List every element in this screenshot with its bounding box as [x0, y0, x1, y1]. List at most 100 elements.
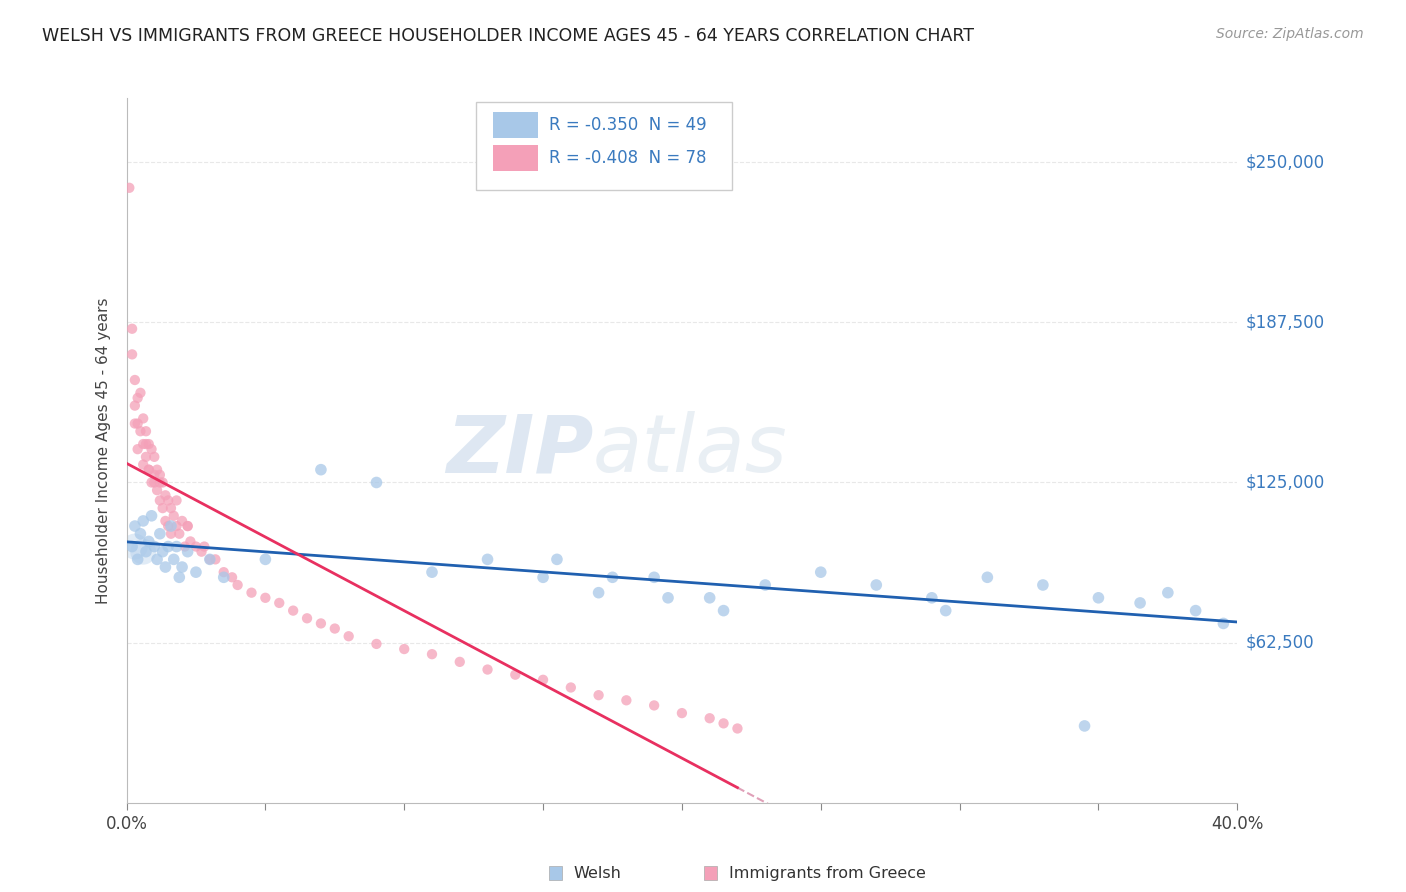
Point [157, 519, 180, 533]
FancyBboxPatch shape [548, 866, 562, 880]
Text: ZIP: ZIP [446, 411, 593, 490]
Point [420, 565, 443, 579]
Point [124, 373, 146, 387]
Point [190, 544, 212, 558]
Point [198, 552, 221, 566]
Point [149, 493, 172, 508]
Point [157, 493, 180, 508]
Point [135, 450, 157, 464]
Point [1073, 719, 1095, 733]
Point [588, 585, 610, 599]
Point [240, 585, 263, 599]
Point [135, 544, 157, 558]
Point [323, 622, 346, 636]
Point [295, 611, 318, 625]
Point [143, 450, 166, 464]
Point [713, 604, 735, 618]
Text: $187,500: $187,500 [1246, 313, 1324, 331]
Point [121, 322, 143, 336]
Point [132, 544, 155, 558]
Point [643, 698, 665, 713]
Text: R = -0.408  N = 78: R = -0.408 N = 78 [548, 149, 706, 167]
Point [152, 475, 174, 490]
Point [127, 442, 149, 457]
Point [976, 570, 998, 584]
Point [149, 475, 172, 490]
Point [124, 519, 146, 533]
Point [366, 637, 388, 651]
Point [143, 475, 166, 490]
Point [135, 424, 157, 438]
Point [132, 514, 155, 528]
Point [184, 540, 207, 554]
Point [160, 526, 183, 541]
Point [546, 552, 568, 566]
Point [531, 570, 554, 584]
Point [141, 442, 163, 457]
Point [138, 463, 160, 477]
Point [124, 399, 146, 413]
Point [602, 570, 624, 584]
Point [503, 667, 526, 681]
Point [172, 514, 194, 528]
Point [935, 604, 957, 618]
Point [132, 437, 155, 451]
Point [309, 616, 332, 631]
Point [1157, 585, 1180, 599]
Point [254, 552, 277, 566]
Text: Immigrants from Greece: Immigrants from Greece [728, 866, 925, 880]
Point [477, 663, 499, 677]
Point [166, 540, 188, 554]
FancyBboxPatch shape [704, 866, 717, 880]
Point [149, 467, 172, 482]
Point [657, 591, 679, 605]
Point [169, 570, 191, 584]
Text: atlas: atlas [593, 411, 787, 490]
Point [588, 688, 610, 702]
Point [810, 565, 832, 579]
Point [141, 508, 163, 523]
Point [160, 519, 183, 533]
Point [1212, 616, 1234, 631]
Point [127, 552, 149, 566]
Y-axis label: Householder Income Ages 45 - 64 years: Householder Income Ages 45 - 64 years [96, 297, 111, 604]
Point [155, 514, 177, 528]
Point [226, 578, 249, 592]
Point [138, 534, 160, 549]
Point [204, 552, 226, 566]
Point [727, 722, 749, 736]
Point [1129, 596, 1152, 610]
Point [269, 596, 291, 610]
Point [118, 181, 141, 195]
Text: $250,000: $250,000 [1246, 153, 1324, 171]
FancyBboxPatch shape [494, 145, 537, 171]
Point [121, 347, 143, 361]
Point [449, 655, 471, 669]
Point [699, 591, 721, 605]
Point [169, 526, 191, 541]
Point [173, 540, 195, 554]
Point [643, 570, 665, 584]
FancyBboxPatch shape [494, 112, 537, 138]
Point [143, 540, 166, 554]
Point [420, 647, 443, 661]
Point [281, 604, 304, 618]
Point [176, 519, 198, 533]
Point [132, 458, 155, 472]
Point [179, 534, 201, 549]
Point [477, 552, 499, 566]
Text: R = -0.350  N = 49: R = -0.350 N = 49 [548, 116, 706, 134]
Point [221, 570, 243, 584]
Point [865, 578, 887, 592]
Point [163, 508, 186, 523]
Point [143, 467, 166, 482]
Point [166, 519, 188, 533]
Point [138, 437, 160, 451]
Point [394, 642, 416, 657]
Point [560, 681, 582, 695]
Point [152, 501, 174, 516]
Point [671, 706, 693, 720]
Text: $62,500: $62,500 [1246, 633, 1315, 652]
Text: WELSH VS IMMIGRANTS FROM GREECE HOUSEHOLDER INCOME AGES 45 - 64 YEARS CORRELATIO: WELSH VS IMMIGRANTS FROM GREECE HOUSEHOL… [42, 27, 974, 45]
Point [127, 417, 149, 431]
